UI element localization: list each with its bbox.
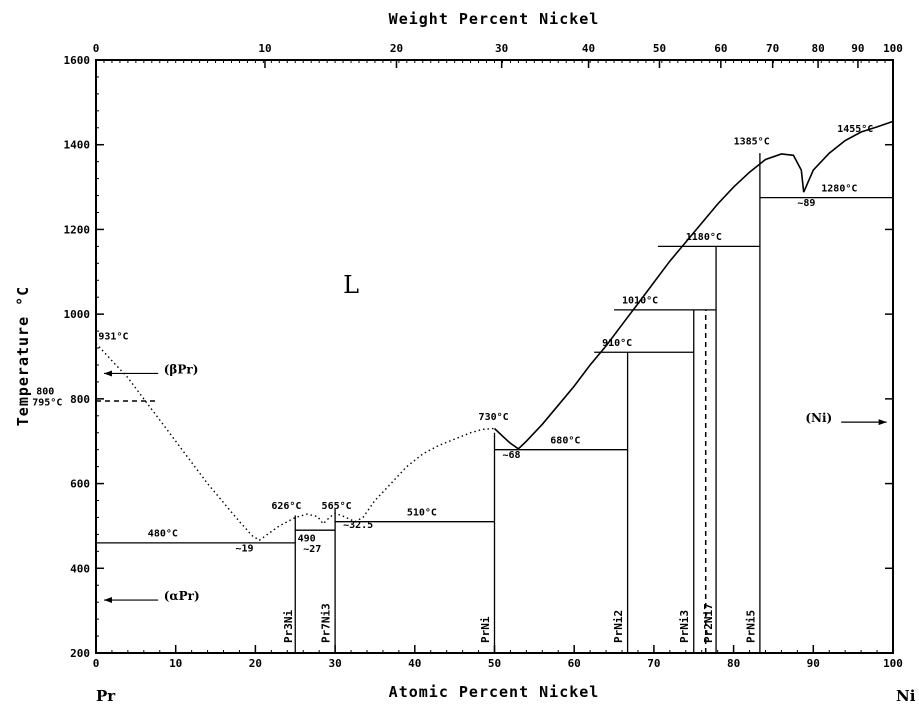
x-axis-title: Atomic Percent Nickel [389, 683, 600, 701]
compound-label: Pr2Ni7 [702, 603, 715, 643]
annotation-label: 795°C [32, 398, 62, 409]
alpha-pr-arrow-head [103, 597, 112, 604]
annotation-label: L [343, 271, 359, 299]
top-tick-label: 10 [258, 42, 271, 55]
annotation-label: ~19 [235, 543, 253, 554]
compound-label: Pr3Ni [282, 610, 295, 643]
chart-marks [95, 60, 894, 653]
x-tick-label: 60 [568, 657, 581, 670]
compound-label: PrNi [479, 616, 492, 643]
annotation-label: 800 [36, 387, 54, 398]
top-tick-label: 90 [851, 42, 864, 55]
top-tick-label: 70 [766, 42, 779, 55]
y-tick-label: 200 [70, 647, 90, 660]
y-tick-label: 1600 [64, 54, 91, 67]
x-tick-label: 80 [727, 657, 740, 670]
compound-label: PrNi5 [744, 610, 757, 643]
top-tick-label: 0 [93, 42, 100, 55]
annotation-label: 1010°C [622, 296, 658, 307]
top-tick-label: 20 [390, 42, 403, 55]
top-tick-label: 80 [811, 42, 824, 55]
top-tick-label: 30 [495, 42, 508, 55]
x-tick-label: 30 [328, 657, 341, 670]
y-tick-label: 400 [70, 562, 90, 575]
liquidus-curve-ni [802, 120, 894, 193]
axis-ticks: 0 10 20 30 40 50 60 70 80 90 1000 10 20 30 40 50 60 70 80 9… [64, 42, 903, 670]
y-tick-label: 1000 [64, 308, 91, 321]
compound-label: PrNi3 [678, 610, 691, 643]
annotation-label: ~27 [303, 544, 321, 555]
top-axis-title: Weight Percent Nickel [389, 10, 600, 28]
y-tick-label: 1400 [64, 139, 91, 152]
x-tick-label: 90 [807, 657, 820, 670]
annotation-label: 626°C [271, 501, 301, 512]
element-left-label: Pr [96, 687, 116, 705]
annotation-label: ~32.5 [343, 520, 373, 531]
top-tick-label: 100 [883, 42, 903, 55]
compound-label: Pr7Ni3 [320, 603, 333, 643]
annotation-label: 510°C [407, 507, 437, 518]
annotation-label: 1280°C [821, 183, 857, 194]
annotation-label: (Ni) [805, 411, 832, 425]
x-tick-label: 20 [249, 657, 262, 670]
annotation-label: (βPr) [164, 362, 199, 376]
top-tick-label: 60 [714, 42, 727, 55]
liquidus-curve-dotted [95, 342, 495, 542]
x-tick-label: 50 [488, 657, 501, 670]
top-tick-label: 50 [653, 42, 666, 55]
y-tick-label: 1200 [64, 223, 91, 236]
beta-pr-arrow-head [103, 370, 112, 377]
annotation-label: 480°C [148, 529, 178, 540]
annotation-label: (αPr) [164, 589, 200, 603]
annotation-label: 730°C [479, 412, 509, 423]
annotation-label: 910°C [602, 338, 632, 349]
annotation-label: ~68 [502, 450, 520, 461]
annotation-label: 931°C [98, 332, 128, 343]
x-tick-label: 0 [93, 657, 100, 670]
ni-arrow-head [878, 419, 887, 426]
liquidus-curve-solid [493, 153, 805, 450]
annotation-label: 1180°C [686, 232, 722, 243]
y-tick-label: 800 [70, 393, 90, 406]
annotation-label: 1455°C [837, 124, 873, 135]
x-tick-label: 10 [169, 657, 182, 670]
element-right-label: Ni [896, 687, 916, 705]
annotation-label: 1385°C [734, 137, 770, 148]
x-tick-label: 40 [408, 657, 421, 670]
annotation-label: 490 [298, 534, 316, 545]
top-tick-label: 40 [582, 42, 595, 55]
annotation-label: ~89 [797, 198, 815, 209]
y-tick-label: 600 [70, 478, 90, 491]
y-axis-title: Temperature °C [14, 286, 32, 426]
annotation-label: 680°C [550, 435, 580, 446]
annotation-label: 565°C [322, 501, 352, 512]
x-tick-label: 100 [883, 657, 903, 670]
x-tick-label: 70 [647, 657, 660, 670]
compound-label: PrNi2 [612, 610, 625, 643]
